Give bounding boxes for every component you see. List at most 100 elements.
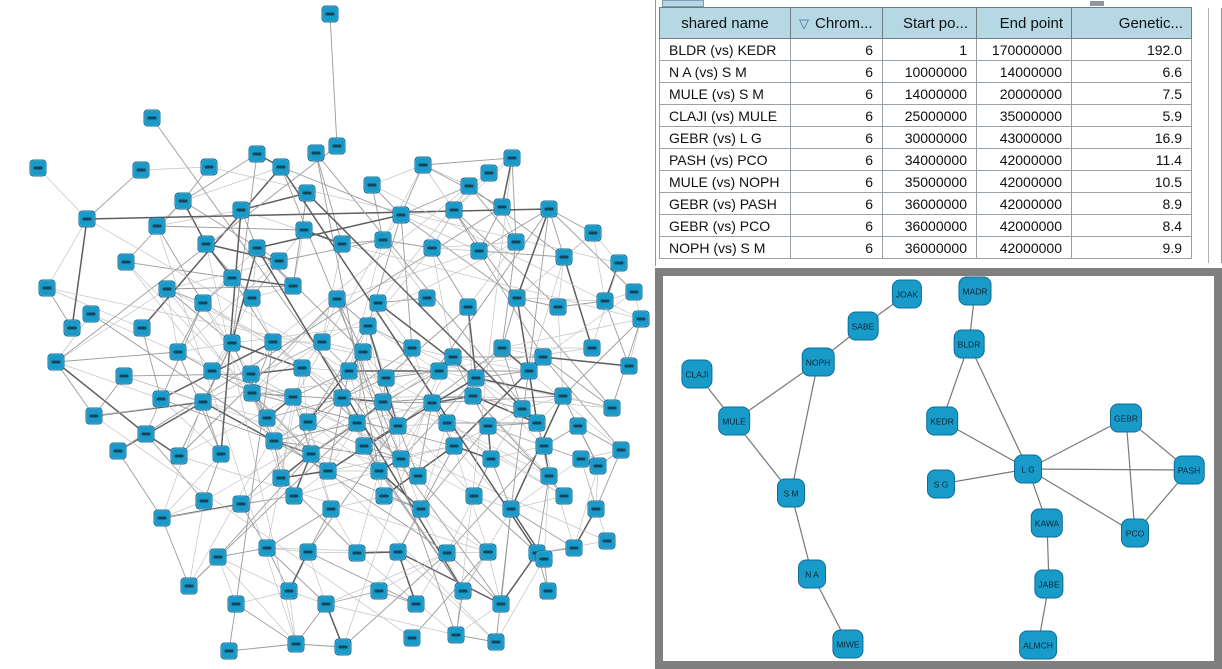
network-node[interactable] (293, 359, 311, 377)
network-node[interactable] (174, 192, 192, 210)
network-node[interactable] (596, 292, 614, 310)
network-node[interactable] (375, 487, 393, 505)
network-node[interactable] (539, 582, 557, 600)
network-node[interactable] (137, 425, 155, 443)
network-node[interactable] (348, 414, 366, 432)
network-node[interactable] (444, 348, 462, 366)
network-node[interactable] (242, 365, 260, 383)
network-node[interactable] (374, 393, 392, 411)
network-node[interactable] (223, 269, 241, 287)
network-node[interactable] (377, 369, 395, 387)
column-header-start-position[interactable]: Start po... (882, 7, 977, 39)
network-node[interactable] (520, 362, 538, 380)
network-node[interactable] (232, 495, 250, 513)
network-node[interactable] (209, 548, 227, 566)
network-node[interactable] (321, 5, 339, 23)
network-node[interactable] (132, 161, 150, 179)
network-node[interactable] (540, 200, 558, 218)
network-node[interactable] (232, 201, 250, 219)
network-node[interactable] (197, 235, 215, 253)
network-node[interactable] (180, 577, 198, 595)
network-node[interactable] (389, 543, 407, 561)
network-node[interactable] (540, 467, 558, 485)
network-node[interactable] (317, 595, 335, 613)
network-node[interactable] (359, 317, 377, 335)
network-node[interactable] (569, 417, 587, 435)
network-node[interactable] (369, 294, 387, 312)
network-node[interactable] (302, 445, 320, 463)
network-node[interactable] (258, 409, 276, 427)
network-node[interactable] (340, 362, 358, 380)
network-node[interactable] (535, 550, 553, 568)
network-node[interactable] (445, 201, 463, 219)
network-node[interactable] (270, 252, 288, 270)
network-node[interactable] (407, 595, 425, 613)
column-header-genetic-distance[interactable]: Genetic... (1071, 7, 1192, 39)
network-node[interactable] (328, 290, 346, 308)
table-row[interactable]: NOPH (vs) S M 6 36000000 42000000 9.9 (659, 236, 1192, 259)
network-node[interactable] (392, 206, 410, 224)
node-n-a[interactable]: N A (798, 559, 826, 589)
network-node[interactable] (565, 539, 583, 557)
network-node[interactable] (482, 450, 500, 468)
network-node[interactable] (467, 369, 485, 387)
network-node[interactable] (152, 390, 170, 408)
network-node[interactable] (117, 253, 135, 271)
network-node[interactable] (264, 333, 282, 351)
network-node[interactable] (272, 158, 290, 176)
table-vertical-scrollbar[interactable] (1208, 8, 1222, 263)
table-row[interactable]: MULE (vs) S M 6 14000000 20000000 7.5 (659, 82, 1192, 105)
table-row[interactable]: MULE (vs) NOPH 6 35000000 42000000 10.5 (659, 170, 1192, 193)
network-node[interactable] (583, 339, 601, 357)
network-node[interactable] (354, 343, 372, 361)
network-node[interactable] (200, 158, 218, 176)
node-claji[interactable]: CLAJI (681, 359, 713, 389)
network-node[interactable] (555, 248, 573, 266)
network-node[interactable] (287, 635, 305, 653)
node-miwe[interactable]: MIWE (832, 629, 864, 659)
network-node[interactable] (438, 544, 456, 562)
network-node[interactable] (502, 500, 520, 518)
network-node[interactable] (328, 137, 346, 155)
network-node[interactable] (603, 399, 621, 417)
network-node[interactable] (299, 543, 317, 561)
network-node[interactable] (355, 437, 373, 455)
node-sabe[interactable]: SABE (847, 311, 879, 341)
network-node[interactable] (480, 164, 498, 182)
node-jabe[interactable]: JABE (1034, 569, 1064, 599)
network-node[interactable] (572, 450, 590, 468)
network-node[interactable] (313, 333, 331, 351)
network-node[interactable] (389, 417, 407, 435)
network-node[interactable] (153, 509, 171, 527)
network-node[interactable] (195, 492, 213, 510)
network-node[interactable] (438, 414, 456, 432)
network-node[interactable] (370, 582, 388, 600)
network-node[interactable] (298, 184, 316, 202)
network-node[interactable] (334, 638, 352, 656)
network-node[interactable] (528, 414, 546, 432)
network-node[interactable] (82, 305, 100, 323)
table-row[interactable]: GEBR (vs) L G 6 30000000 43000000 16.9 (659, 126, 1192, 149)
network-node[interactable] (555, 487, 573, 505)
table-row[interactable]: GEBR (vs) PASH 6 36000000 42000000 8.9 (659, 192, 1192, 215)
network-node[interactable] (212, 445, 230, 463)
node-s-m[interactable]: S M (777, 478, 805, 508)
network-node[interactable] (248, 145, 266, 163)
network-node[interactable] (333, 235, 351, 253)
network-node[interactable] (363, 176, 381, 194)
table-row[interactable]: BLDR (vs) KEDR 6 1 170000000 192.0 (659, 38, 1192, 61)
network-node[interactable] (148, 217, 166, 235)
node-joak[interactable]: JOAK (891, 279, 923, 309)
table-row[interactable]: GEBR (vs) PCO 6 36000000 42000000 8.4 (659, 214, 1192, 237)
network-node[interactable] (445, 437, 463, 455)
network-node[interactable] (348, 544, 366, 562)
network-node[interactable] (243, 384, 261, 402)
network-node[interactable] (374, 231, 392, 249)
network-node[interactable] (243, 289, 261, 307)
network-node[interactable] (423, 239, 441, 257)
network-node[interactable] (47, 353, 65, 371)
network-node[interactable] (319, 462, 337, 480)
node-pash[interactable]: PASH (1173, 455, 1205, 485)
network-node[interactable] (554, 387, 572, 405)
network-node[interactable] (610, 254, 628, 272)
